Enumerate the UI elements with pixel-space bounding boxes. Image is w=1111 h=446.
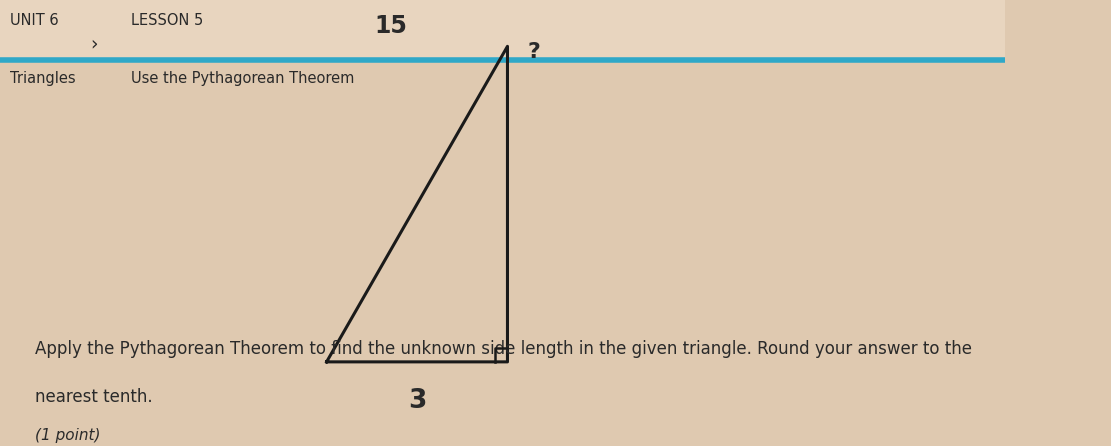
Text: nearest tenth.: nearest tenth. <box>36 388 153 406</box>
Bar <box>0 0 1004 60</box>
Text: Use the Pythagorean Theorem: Use the Pythagorean Theorem <box>131 70 354 86</box>
Text: 3: 3 <box>408 388 427 414</box>
Text: UNIT 6: UNIT 6 <box>10 13 59 28</box>
Text: 15: 15 <box>374 13 407 37</box>
Text: LESSON 5: LESSON 5 <box>131 13 203 28</box>
Text: (1 point): (1 point) <box>36 428 101 443</box>
Text: Triangles: Triangles <box>10 70 76 86</box>
Text: ›: › <box>90 35 98 54</box>
Text: Apply the Pythagorean Theorem to find the unknown side length in the given trian: Apply the Pythagorean Theorem to find th… <box>36 340 972 358</box>
Text: ?: ? <box>528 42 540 62</box>
